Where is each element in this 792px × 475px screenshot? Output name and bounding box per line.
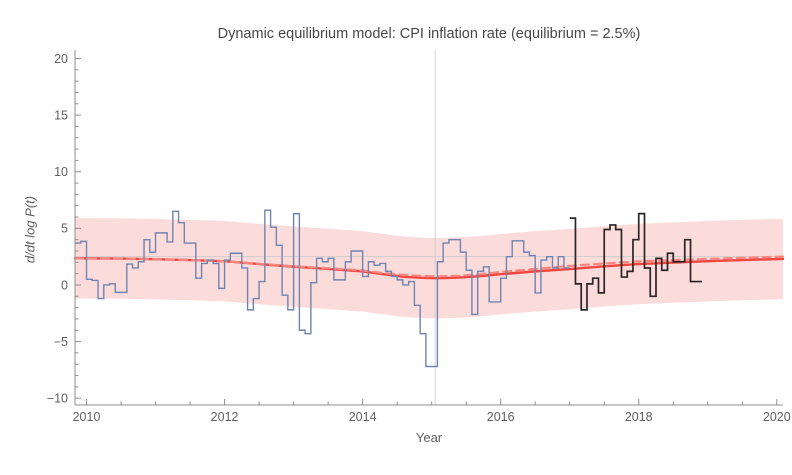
- y-tick-label: −10: [47, 392, 68, 406]
- x-tick-label: 2010: [73, 410, 101, 424]
- model-path-dashed: [73, 255, 785, 278]
- y-tick-label: 0: [61, 278, 68, 292]
- y-tick-label: 20: [54, 52, 68, 66]
- confidence-band: [75, 218, 783, 319]
- x-tick-label: 2012: [211, 410, 239, 424]
- y-tick-label: −5: [54, 335, 68, 349]
- x-tick-label: 2016: [487, 410, 515, 424]
- cpi-monthly-observed: [75, 209, 570, 368]
- y-tick-label: 5: [61, 222, 68, 236]
- cpi-monthly-new-data: [569, 212, 703, 311]
- x-tick-label: 2020: [763, 410, 791, 424]
- x-tick-label: 2014: [349, 410, 377, 424]
- x-axis-label: Year: [415, 430, 443, 445]
- y-tick-label: 15: [54, 108, 68, 122]
- y-axis-label: d/dt log P(t): [22, 195, 38, 264]
- y-tick-label: 10: [54, 165, 68, 179]
- chart-title: Dynamic equilibrium model: CPI inflation…: [217, 26, 641, 42]
- x-tick-label: 2018: [625, 410, 653, 424]
